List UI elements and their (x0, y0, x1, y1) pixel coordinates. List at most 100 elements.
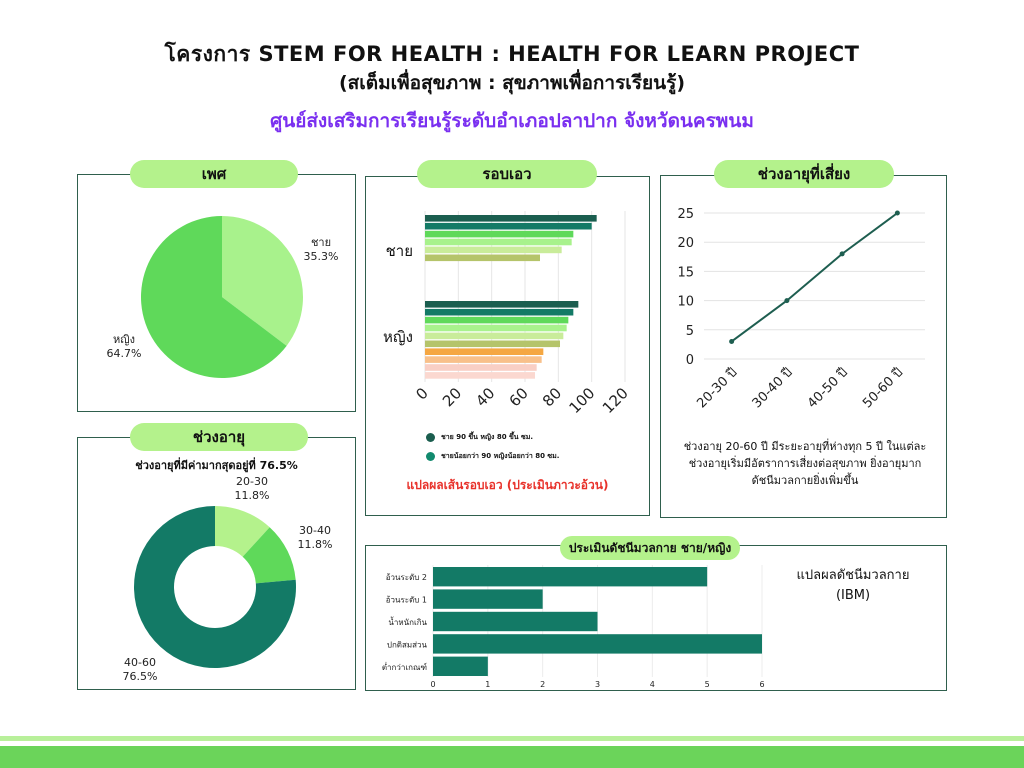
waist-bar (425, 308, 574, 316)
risk-x-tick-label: 20-30 ปี (694, 365, 741, 412)
bmi-pill: ประเมินดัชนีมวลกาย ชาย/หญิง (560, 536, 740, 560)
bmi-x-tick-label: 4 (650, 680, 655, 689)
waist-bar (425, 215, 597, 222)
gender-pie-chart (141, 216, 303, 378)
age-pill: ช่วงอายุ (130, 423, 308, 451)
waist-bar (425, 372, 535, 379)
bmi-category-label: ต่ำกว่าเกณฑ์ (382, 661, 427, 672)
waist-x-tick-label: 80 (539, 384, 565, 410)
waist-bar (425, 324, 567, 332)
risk-point (784, 298, 790, 304)
risk-line (731, 212, 898, 343)
waist-bar (425, 316, 569, 324)
bmi-x-tick-label: 3 (595, 680, 600, 689)
bmi-bar (433, 589, 543, 609)
risk-x-tick-label: 50-60 ปี (859, 365, 906, 412)
gender-label-male-value: 35.3% (303, 250, 339, 263)
age-label-30-40: 30-40 11.8% (289, 524, 341, 552)
age-label-20-30: 20-30 11.8% (226, 475, 278, 503)
waist-bar (425, 340, 560, 348)
bmi-category-label: ปกติสมส่วน (387, 640, 428, 649)
waist-group-label: หญิง (383, 328, 413, 346)
age-slice-30-40 (242, 527, 296, 584)
bmi-category-label: อ้วนระดับ 2 (386, 573, 427, 582)
footer-stripe-light (0, 736, 1024, 741)
page-subtitle: (สเต็มเพื่อสุขภาพ : สุขภาพเพื่อการเรียนร… (338, 72, 686, 94)
age-label-30-40-name: 30-40 (299, 524, 331, 537)
organization-name: ศูนย์ส่งเสริมการเรียนรู้ระดับอำเภอปลาปาก… (270, 110, 754, 132)
bmi-note: แปลผลดัชนีมวลกาย (IBM) (796, 568, 910, 603)
risk-description: ช่วงอายุ 20-60 ปี มีระยะอายุที่ห่างทุก 5… (683, 440, 927, 487)
gender-label-female-value: 64.7% (106, 347, 142, 360)
bmi-bar (433, 634, 762, 654)
waist-legend-dot-1 (426, 432, 435, 442)
bmi-x-tick-label: 0 (430, 680, 435, 689)
waist-x-tick-label: 60 (506, 384, 532, 410)
risk-point (729, 338, 735, 344)
risk-point (894, 210, 900, 216)
waist-bar (425, 301, 579, 308)
page-title: โครงการ STEM FOR HEALTH : HEALTH FOR LEA… (164, 42, 860, 66)
bmi-category-label: อ้วนระดับ 1 (386, 596, 427, 605)
risk-y-tick-label: 25 (677, 207, 694, 222)
waist-group-label: ชาย (386, 242, 413, 260)
bmi-bar (433, 567, 708, 587)
risk-y-tick-label: 5 (686, 324, 694, 339)
bmi-x-tick-label: 6 (759, 680, 764, 689)
waist-bar (425, 348, 544, 355)
risk-x-tick-label: 30-40 ปี (749, 365, 796, 412)
risk-y-tick-label: 20 (677, 236, 694, 251)
risk-point (839, 251, 845, 257)
waist-x-tick-label: 20 (439, 384, 465, 410)
waist-bar (425, 332, 564, 340)
bmi-x-tick-label: 2 (540, 680, 545, 689)
risk-y-tick-label: 0 (686, 353, 694, 368)
gender-pill: เพศ (130, 160, 298, 188)
age-label-30-40-value: 11.8% (297, 538, 333, 551)
bmi-x-tick-label: 5 (705, 680, 710, 689)
waist-legend-dot-2 (426, 451, 435, 461)
gender-label-male-name: ชาย (310, 236, 332, 249)
waist-x-tick-label: 40 (472, 384, 498, 410)
age-label-40-60-value: 76.5% (122, 670, 158, 683)
waist-pill: รอบเอว (417, 160, 597, 188)
waist-legend-text-2: ชายน้อยกว่า 90 หญิงน้อยกว่า 80 ซม. (441, 452, 560, 460)
gender-label-female-name: หญิง (113, 333, 135, 346)
waist-x-tick-label: 100 (566, 384, 599, 417)
bmi-bar-chart: 0 1 2 3 4 5 6 อ้วนระดับ 2 อ้วนระดับ 1 น้ำหนักเกิน… (382, 565, 765, 689)
waist-bar (425, 356, 542, 363)
age-slice-40-60 (134, 506, 296, 668)
age-slice-20-30 (215, 506, 270, 557)
gender-label-female: หญิง 64.7% (98, 333, 150, 361)
gender-slice-female (141, 216, 287, 378)
waist-bar (425, 238, 572, 246)
waist-bar (425, 254, 540, 262)
bmi-bar (433, 611, 598, 632)
waist-bar (425, 364, 537, 371)
waist-x-tick-label: 0 (412, 384, 431, 403)
waist-bar (425, 230, 574, 238)
risk-line-chart: 0 5 10 15 20 25 20-30 ปี 30-40 ปี 40-50 ปี 50-60 … (677, 207, 925, 412)
age-donut-chart (134, 506, 296, 668)
waist-legend-text-1: ชาย 90 ขึ้น หญิง 80 ขึ้น ซม. (441, 433, 534, 441)
age-label-40-60-name: 40-60 (124, 656, 156, 669)
waist-bar (425, 222, 592, 230)
waist-x-tick-label: 120 (599, 384, 632, 417)
gender-slice-male (222, 216, 303, 346)
waist-bar (425, 246, 562, 254)
footer-stripe-green (0, 746, 1024, 768)
bmi-x-tick-label: 1 (485, 680, 490, 689)
risk-y-tick-label: 10 (677, 295, 694, 310)
age-label-40-60: 40-60 76.5% (114, 656, 166, 684)
age-label-20-30-value: 11.8% (234, 489, 270, 502)
age-subtitle: ช่วงอายุที่มีค่ามากสุดอยู่ที่ 76.5% (135, 459, 298, 472)
risk-y-tick-label: 15 (677, 265, 694, 280)
gender-label-male: ชาย 35.3% (296, 236, 346, 264)
risk-pill: ช่วงอายุที่เสี่ยง (714, 160, 894, 188)
age-label-20-30-name: 20-30 (236, 475, 268, 488)
bmi-category-label: น้ำหนักเกิน (388, 616, 427, 627)
waist-legend-item-1: ชาย 90 ขึ้น หญิง 80 ขึ้น ซม. (426, 431, 533, 443)
bmi-bar (433, 656, 488, 676)
risk-x-tick-label: 40-50 ปี (804, 365, 851, 412)
